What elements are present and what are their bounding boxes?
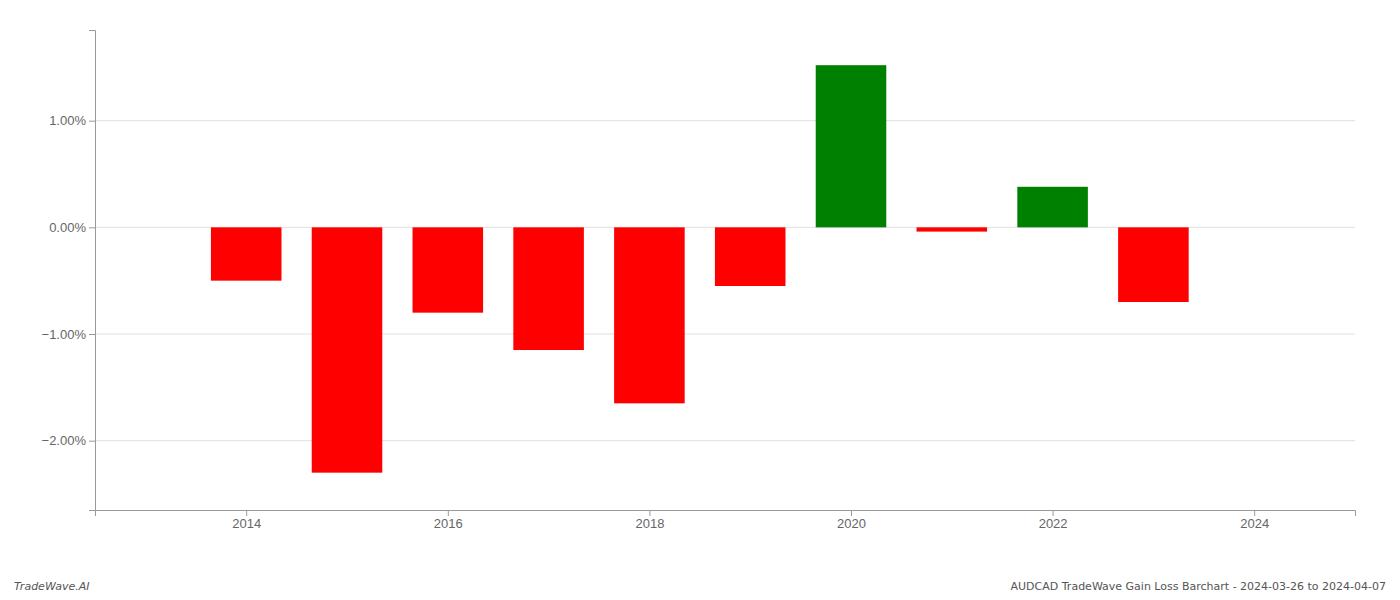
y-axis-line	[89, 31, 96, 511]
x-tick-mark	[1254, 510, 1255, 516]
plot: 2014 2016 2018 2020 2022 2024 −2.00% −1.00% 0.00…	[42, 31, 1356, 532]
grid-line	[95, 120, 1355, 121]
x-tick-mark	[1053, 510, 1054, 516]
footer-text: TradeWave.AI	[14, 580, 89, 593]
y-tick-label: 1.00%	[49, 113, 86, 128]
x-tick: 2014	[232, 510, 261, 531]
x-tick: 2024	[1240, 510, 1269, 531]
bars	[211, 65, 1189, 472]
y-tick: 0.00%	[49, 220, 95, 235]
bar	[1017, 187, 1088, 228]
x-tick: 2018	[635, 510, 664, 531]
y-tick-mark	[89, 121, 95, 122]
grid-line	[95, 440, 1355, 441]
x-tick-label: 2022	[1039, 516, 1068, 531]
bar	[816, 65, 887, 227]
footer-text: AUDCAD TradeWave Gain Loss Barchart - 20…	[1011, 580, 1386, 593]
y-tick-mark	[89, 334, 95, 335]
x-tick-label: 2016	[434, 516, 463, 531]
bar	[312, 227, 383, 472]
y-tick-label: −1.00%	[42, 327, 87, 342]
x-tick-mark	[246, 510, 247, 516]
bar	[1118, 227, 1189, 302]
y-axis: −2.00% −1.00% 0.00% 1.00%	[42, 31, 96, 511]
chart: 2014 2016 2018 2020 2022 2024 −2.00% −1.00% 0.00…	[0, 0, 1400, 600]
x-tick: 2020	[837, 510, 866, 531]
y-tick-mark	[89, 441, 95, 442]
x-tick-label: 2014	[232, 516, 261, 531]
x-tick-label: 2024	[1240, 516, 1269, 531]
grid	[95, 121, 1355, 441]
y-tick-mark	[89, 227, 95, 228]
bar	[211, 227, 282, 280]
y-tick: 1.00%	[49, 113, 95, 128]
x-tick: 2016	[434, 510, 463, 531]
x-tick-label: 2020	[837, 516, 866, 531]
y-tick: −2.00%	[42, 433, 95, 448]
x-axis: 2014 2016 2018 2020 2022 2024	[96, 510, 1356, 531]
x-tick: 2022	[1039, 510, 1068, 531]
x-tick-label: 2018	[635, 516, 664, 531]
y-tick-label: 0.00%	[49, 220, 86, 235]
bar	[917, 227, 988, 231]
x-tick-mark	[851, 510, 852, 516]
x-axis-line	[96, 511, 1356, 517]
bar	[413, 227, 484, 312]
y-tick-label: −2.00%	[42, 433, 87, 448]
bar	[513, 227, 584, 350]
x-tick-mark	[649, 510, 650, 516]
grid-line	[95, 334, 1355, 335]
x-tick-mark	[448, 510, 449, 516]
bar	[614, 227, 685, 403]
bar	[715, 227, 786, 286]
y-tick: −1.00%	[42, 327, 95, 342]
